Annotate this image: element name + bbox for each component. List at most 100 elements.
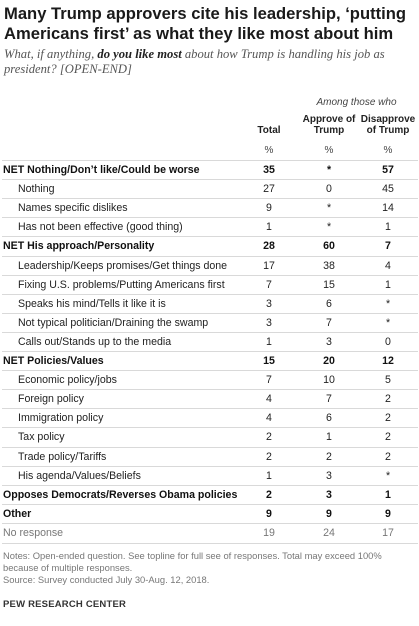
percent-approve: % <box>324 145 334 156</box>
cell-disapprove: 7 <box>385 240 391 253</box>
table-row: Has not been effective (good thing) 1 * 1 <box>0 218 419 237</box>
cell-approve: 9 <box>326 507 332 520</box>
cell-disapprove: 2 <box>385 393 391 406</box>
cell-disapprove: 17 <box>382 526 394 539</box>
notes: Notes: Open-ended question. See topline … <box>3 550 382 573</box>
table-row: Tax policy 2 1 2 <box>0 428 419 447</box>
cell-total: 4 <box>266 412 272 425</box>
cell-total: 17 <box>263 259 275 272</box>
cell-disapprove: 4 <box>385 259 391 272</box>
cell-total: 28 <box>263 240 275 253</box>
table-row: Names specific dislikes 9 * 14 <box>0 199 419 218</box>
row-divider <box>2 312 418 314</box>
cell-disapprove: 1 <box>385 221 391 234</box>
page-title: Many Trump approvers cite his leadership… <box>4 4 407 43</box>
cell-total: 1 <box>266 335 272 348</box>
row-divider <box>2 179 418 181</box>
row-divider <box>2 503 418 505</box>
table-row: Fixing U.S. problems/Putting Americans f… <box>0 276 419 295</box>
cell-total: 1 <box>266 221 272 234</box>
row-label: NET Nothing/Don’t like/Could be worse <box>3 164 200 176</box>
source: Source: Survey conducted July 30-Aug. 12… <box>3 574 210 585</box>
row-label: His agenda/Values/Beliefs <box>18 469 141 482</box>
cell-disapprove: 1 <box>385 278 391 291</box>
cell-total: 2 <box>266 450 272 463</box>
cell-total: 7 <box>266 374 272 387</box>
row-divider <box>2 293 418 295</box>
cell-total: 2 <box>266 488 272 501</box>
row-label: Other <box>3 507 32 520</box>
cell-approve: 38 <box>323 259 335 272</box>
cell-approve: 20 <box>323 355 335 367</box>
cell-disapprove: * <box>385 469 391 482</box>
table-row: NET Nothing/Don’t like/Could be worse 35 *… <box>0 161 419 180</box>
row-divider <box>2 217 418 219</box>
percent-disapprove: % <box>383 145 393 156</box>
cell-disapprove: 2 <box>385 412 391 425</box>
row-label: Immigration policy <box>18 412 104 425</box>
table-row: Nothing 27 0 45 <box>0 180 419 199</box>
cell-approve: * <box>326 164 332 176</box>
row-divider <box>2 465 418 467</box>
percent-total: % <box>264 145 274 156</box>
cell-total: 3 <box>266 297 272 310</box>
cell-total: 4 <box>266 393 272 406</box>
cell-disapprove: 12 <box>382 355 394 367</box>
row-divider <box>2 236 418 238</box>
table-row: Immigration policy 4 6 2 <box>0 409 419 428</box>
table-row: Not typical politician/Draining the swam… <box>0 314 419 333</box>
column-header-disapprove: Disapprove of Trump <box>360 114 416 136</box>
cell-approve: 2 <box>326 450 332 463</box>
row-label: Not typical politician/Draining the swam… <box>18 316 209 329</box>
cell-approve: 7 <box>326 316 332 329</box>
table-row: Trade policy/Tariffs 2 2 2 <box>0 448 419 467</box>
cell-approve: 1 <box>326 431 332 444</box>
row-divider <box>2 522 418 524</box>
cell-total: 35 <box>263 164 275 176</box>
question-emphasis: do you like most <box>97 47 182 61</box>
row-label: Opposes Democrats/Reverses Obama policie… <box>3 488 238 501</box>
cell-approve: 7 <box>326 393 332 406</box>
cell-total: 9 <box>266 507 272 520</box>
table-row: Leadership/Keeps promises/Get things don… <box>0 257 419 276</box>
row-label: Economic policy/jobs <box>18 374 117 387</box>
row-divider <box>2 370 418 372</box>
table-row: Speaks his mind/Tells it like it is 3 6 * <box>0 295 419 314</box>
row-divider <box>2 543 418 544</box>
row-label: Nothing <box>18 183 55 196</box>
table-row: NET Policies/Values 15 20 12 <box>0 352 419 371</box>
row-divider <box>2 331 418 333</box>
row-label: NET Policies/Values <box>3 355 104 367</box>
cell-disapprove: 9 <box>385 507 391 520</box>
row-divider <box>2 274 418 276</box>
cell-approve: 6 <box>326 412 332 425</box>
row-label: Foreign policy <box>18 393 84 406</box>
cell-total: 15 <box>263 355 275 367</box>
question-text: What, if anything, do you like most abou… <box>4 47 414 77</box>
row-label: Trade policy/Tariffs <box>18 450 107 463</box>
row-label: No response <box>3 526 64 539</box>
question-prefix: What, if anything, <box>4 47 98 61</box>
row-divider <box>2 446 418 448</box>
cell-approve: 3 <box>326 469 332 482</box>
cell-approve: 60 <box>323 240 335 253</box>
table-row: Foreign policy 4 7 2 <box>0 390 419 409</box>
cell-total: 3 <box>266 316 272 329</box>
question-suffix: about how Trump is handling his job as p… <box>4 47 385 76</box>
cell-approve: 10 <box>323 374 335 387</box>
cell-approve: 3 <box>326 335 332 348</box>
row-divider <box>2 255 418 257</box>
column-header-total: Total <box>257 125 281 136</box>
cell-total: 7 <box>266 278 272 291</box>
row-label: Fixing U.S. problems/Putting Americans f… <box>18 278 225 291</box>
cell-disapprove: 45 <box>382 183 394 196</box>
cell-disapprove: 14 <box>382 202 394 215</box>
table-row: Opposes Democrats/Reverses Obama policie… <box>0 486 419 505</box>
row-label: NET His approach/Personality <box>3 240 155 253</box>
cell-total: 2 <box>266 431 272 444</box>
row-label: Tax policy <box>18 431 65 444</box>
row-divider <box>2 160 418 161</box>
cell-approve: 15 <box>323 278 335 291</box>
table-row: Calls out/Stands up to the media 1 3 0 <box>0 333 419 352</box>
table-row: NET His approach/Personality 28 60 7 <box>0 237 419 256</box>
